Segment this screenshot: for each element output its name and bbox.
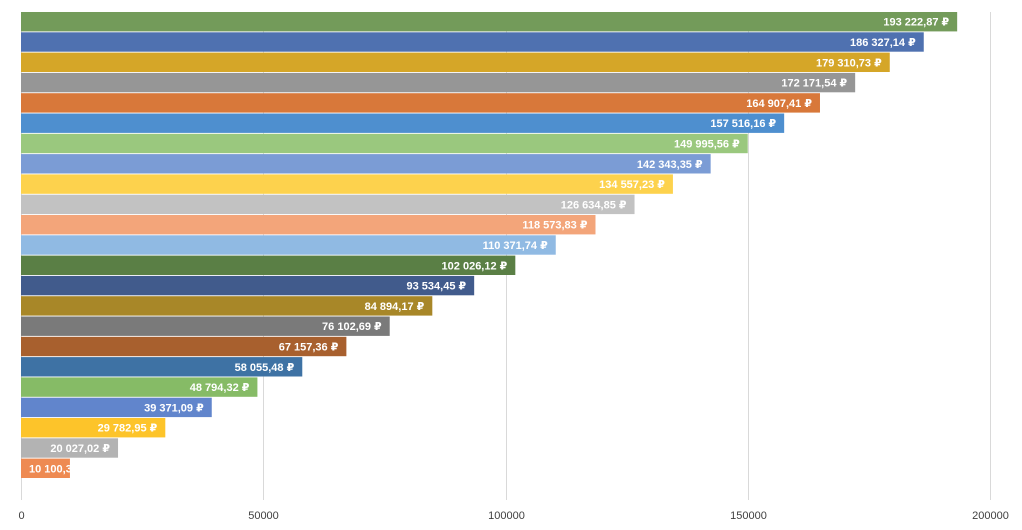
- bars: [21, 12, 958, 478]
- bar-value-label: 110 371,74 ₽: [483, 240, 549, 252]
- bar: [21, 275, 475, 296]
- bar-value-label: 76 102,69 ₽: [322, 321, 382, 333]
- value-labels: 193 222,87 ₽ 186 327,14 ₽ 179 310,73 ₽ 172 …: [29, 17, 950, 476]
- bar: [21, 133, 748, 154]
- bar-value-label: 118 573,83 ₽: [522, 220, 588, 232]
- bar-value-label: 193 222,87 ₽: [883, 17, 949, 29]
- x-tick-label: 0: [18, 510, 24, 522]
- bar: [21, 316, 390, 336]
- bar: [21, 235, 556, 255]
- bar-value-label: 157 516,16 ₽: [710, 118, 776, 130]
- bar: [21, 255, 516, 275]
- bar-value-label: 149 995,56 ₽: [674, 139, 740, 151]
- x-tick-label: 200000: [972, 510, 1009, 522]
- x-axis: 0 50000 100000 150000 200000: [18, 510, 1008, 522]
- x-tick-label: 50000: [248, 510, 279, 522]
- x-tick-label: 100000: [488, 510, 525, 522]
- bar-value-label: 39 371,09 ₽: [144, 402, 204, 414]
- bar-value-label: 164 907,41 ₽: [746, 98, 812, 110]
- bar: [21, 397, 212, 418]
- x-tick-label: 150000: [730, 510, 767, 522]
- bar: [21, 357, 303, 377]
- bar: [21, 32, 924, 52]
- bar-value-label: 179 310,73 ₽: [816, 57, 882, 69]
- bar: [21, 418, 166, 438]
- bar: [21, 296, 433, 316]
- bar-value-label: 142 343,35 ₽: [637, 159, 703, 171]
- bar: [21, 336, 347, 357]
- bar-value-label: 48 794,32 ₽: [190, 382, 250, 394]
- bar: [21, 12, 958, 32]
- bar-value-label: 29 782,95 ₽: [98, 423, 158, 435]
- bar: [21, 174, 673, 194]
- bar: [21, 215, 596, 235]
- bar-value-label: 126 634,85 ₽: [561, 199, 627, 211]
- bar: [21, 93, 820, 113]
- bar: [21, 154, 711, 174]
- bar-value-label: 20 027,02 ₽: [50, 443, 110, 455]
- bar: [21, 377, 258, 397]
- bar: [21, 458, 70, 478]
- bar: [21, 72, 856, 93]
- bar-value-label: 172 171,54 ₽: [781, 78, 847, 90]
- bar-value-label: 102 026,12 ₽: [442, 260, 508, 272]
- bar-value-label: 67 157,36 ₽: [279, 342, 339, 354]
- bar: [21, 438, 119, 458]
- bar-value-label: 58 055,48 ₽: [235, 362, 295, 374]
- bar-value-label: 93 534,45 ₽: [407, 281, 467, 293]
- bar: [21, 52, 890, 72]
- bar-value-label: 10 100,3: [29, 463, 72, 475]
- bar-value-label: 134 557,23 ₽: [599, 179, 665, 191]
- bar: [21, 113, 785, 133]
- bar-value-label: 186 327,14 ₽: [850, 37, 916, 49]
- bar: [21, 194, 635, 215]
- bar-value-label: 84 894,17 ₽: [365, 301, 425, 313]
